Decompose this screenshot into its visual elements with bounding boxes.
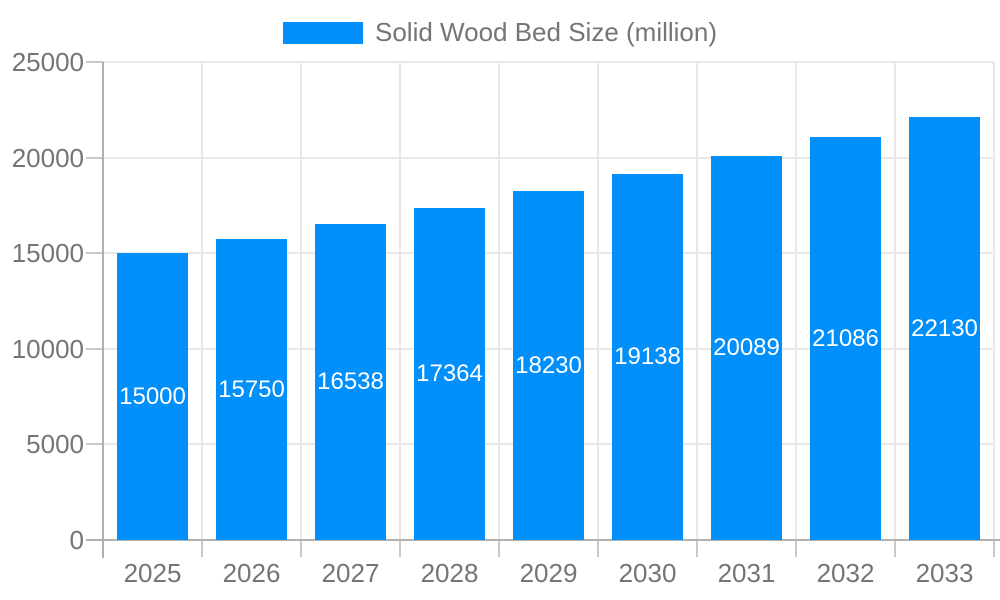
bar-2026[interactable]	[216, 239, 287, 540]
y-axis-tick	[86, 347, 103, 350]
x-axis-tick	[795, 540, 797, 557]
x-tick-label: 2025	[123, 558, 182, 588]
bar-value-label: 15750	[218, 375, 285, 403]
y-axis-tick	[86, 156, 103, 159]
x-tick-label: 2032	[816, 558, 875, 588]
gridline-vertical	[993, 62, 995, 540]
gridline-vertical	[696, 62, 698, 540]
x-tick-label: 2031	[717, 558, 776, 588]
y-tick-label: 20000	[11, 142, 84, 173]
legend-swatch-icon	[283, 21, 363, 44]
legend-item[interactable]: Solid Wood Bed Size (million)	[283, 17, 717, 48]
x-axis-tick	[300, 540, 302, 557]
legend-label: Solid Wood Bed Size (million)	[375, 17, 717, 47]
bar-value-label: 18230	[515, 351, 582, 379]
x-tick-label: 2029	[519, 558, 578, 588]
bar-2025[interactable]	[117, 253, 188, 540]
x-axis-tick	[894, 540, 896, 557]
bar-value-label: 20089	[713, 334, 780, 361]
gridline-vertical	[399, 62, 401, 540]
bar-2031[interactable]	[711, 156, 782, 540]
x-axis-tick	[201, 540, 203, 557]
bar-value-label: 21086	[812, 324, 879, 352]
bar-2032[interactable]	[810, 137, 881, 540]
legend: Solid Wood Bed Size (million)	[0, 17, 1000, 48]
x-axis-line	[86, 539, 1000, 541]
gridline-vertical	[597, 62, 599, 540]
gridline-vertical	[498, 62, 500, 540]
bar-2028[interactable]	[414, 208, 485, 540]
y-tick-label: 25000	[11, 47, 84, 77]
gridline-horizontal	[103, 61, 994, 63]
x-axis-tick	[696, 540, 698, 557]
y-tick-label: 15000	[11, 238, 84, 269]
y-axis-tick	[86, 443, 103, 446]
gridline-vertical	[795, 62, 797, 540]
bar-value-label: 16538	[317, 368, 384, 395]
bar-value-label: 17364	[416, 360, 483, 387]
bar-value-label: 15000	[119, 382, 186, 410]
y-axis-tick	[86, 252, 103, 255]
y-tick-label: 5000	[26, 429, 84, 460]
x-axis-tick	[498, 540, 500, 557]
gridline-vertical	[300, 62, 302, 540]
bar-2030[interactable]	[612, 174, 683, 540]
bar-value-label: 22130	[911, 314, 978, 342]
gridline-vertical	[894, 62, 896, 540]
bar-2029[interactable]	[513, 191, 584, 540]
y-axis-line	[102, 62, 104, 558]
x-tick-label: 2028	[420, 558, 479, 588]
x-tick-label: 2033	[915, 558, 974, 588]
y-tick-label: 10000	[11, 333, 84, 364]
x-tick-label: 2027	[321, 558, 380, 588]
bar-2033[interactable]	[909, 117, 980, 540]
y-axis-tick	[86, 61, 103, 63]
gridline-vertical	[201, 62, 203, 540]
bar-2027[interactable]	[315, 224, 386, 540]
x-axis-tick	[993, 540, 995, 557]
gridline-horizontal	[103, 156, 994, 159]
x-tick-label: 2030	[618, 558, 677, 588]
x-axis-tick	[597, 540, 599, 557]
bar-value-label: 19138	[614, 343, 681, 370]
y-tick-label: 0	[69, 525, 84, 555]
x-tick-label: 2026	[222, 558, 281, 588]
x-axis-tick	[399, 540, 401, 557]
